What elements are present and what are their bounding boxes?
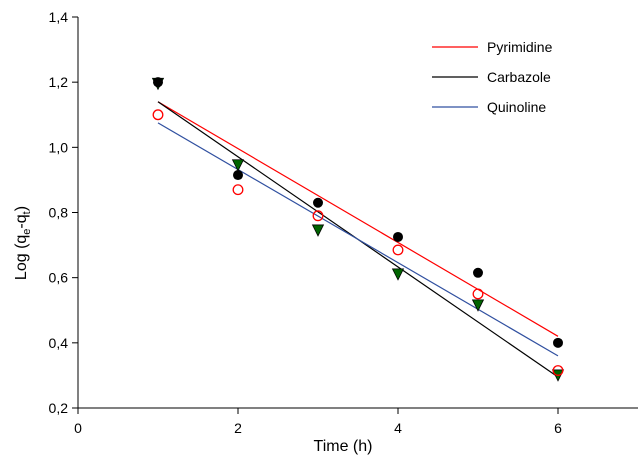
point-carbazole — [153, 77, 163, 88]
point-carbazole — [313, 197, 323, 208]
point-pyrimidine — [232, 184, 244, 196]
fit-lines — [157, 101, 559, 378]
legend-label-quinoline: Quinoline — [487, 99, 546, 115]
point-quinoline — [231, 159, 245, 172]
legend-label-carbazole: Carbazole — [487, 69, 551, 85]
point-pyrimidine — [472, 288, 484, 300]
y-axis-label: Log (qe-qt) — [13, 206, 33, 280]
fit-line-pyrimidine — [157, 101, 559, 337]
y-tick-label: 0,2 — [49, 400, 69, 416]
y-tick-label: 0,8 — [49, 205, 69, 221]
point-quinoline — [311, 224, 325, 237]
point-carbazole — [553, 337, 563, 348]
axes — [77, 17, 638, 409]
point-pyrimidine — [552, 365, 564, 376]
point-carbazole — [233, 170, 243, 181]
x-tick-label: 0 — [74, 420, 82, 436]
y-tick-label: 1,0 — [49, 139, 69, 155]
x-tick-label: 6 — [554, 420, 562, 436]
y-ticks: 0,2 0,4 0,6 0,8 1,0 1,2 1,4 — [49, 9, 78, 416]
y-tick-label: 0,6 — [49, 270, 69, 286]
x-tick-label: 4 — [394, 420, 402, 436]
point-carbazole — [393, 231, 403, 242]
legend-label-pyrimidine: Pyrimidine — [487, 39, 553, 55]
point-quinoline — [391, 268, 405, 281]
data-points — [151, 77, 565, 382]
x-tick-label: 2 — [234, 420, 242, 436]
x-axis-label: Time (h) — [314, 438, 373, 455]
point-carbazole — [473, 267, 483, 278]
y-tick-label: 1,2 — [49, 74, 69, 90]
point-pyrimidine — [312, 210, 324, 222]
y-tick-label: 0,4 — [49, 335, 69, 351]
point-pyrimidine — [152, 109, 164, 121]
fit-line-quinoline — [157, 122, 559, 357]
point-quinoline — [471, 299, 485, 312]
point-pyrimidine — [392, 244, 404, 256]
y-tick-label: 1,4 — [49, 9, 69, 25]
legend: Pyrimidine Carbazole Quinoline — [432, 39, 553, 115]
x-ticks: 0 2 4 6 — [74, 408, 562, 436]
